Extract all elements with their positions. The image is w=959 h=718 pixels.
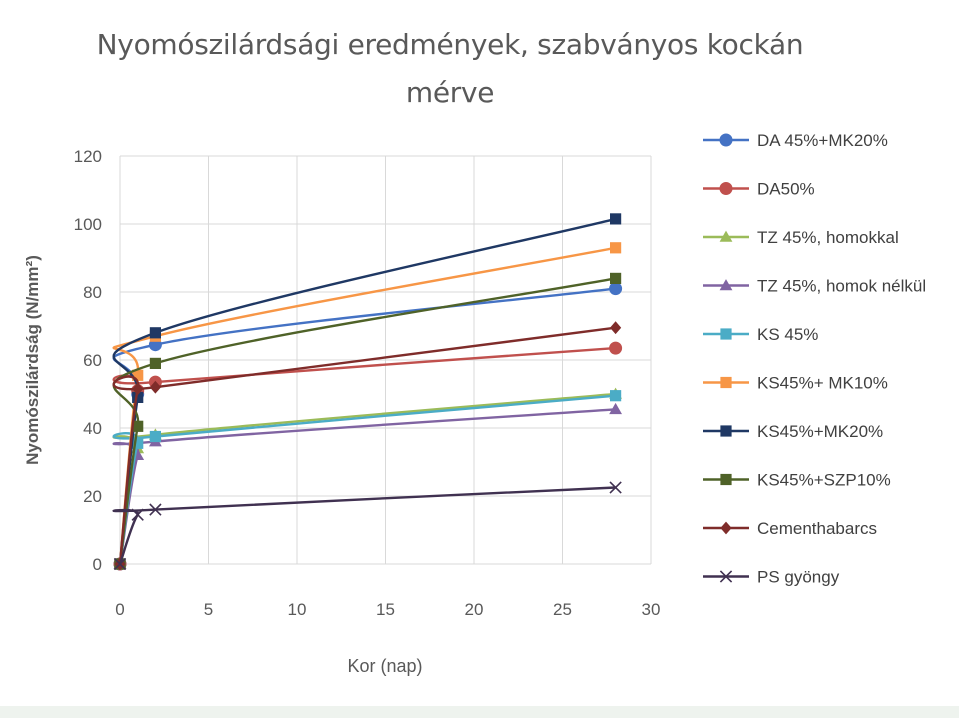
legend-label: KS45%+MK20% xyxy=(757,422,883,441)
legend-label: TZ 45%, homok nélkül xyxy=(757,277,926,296)
x-tick-label: 30 xyxy=(642,600,661,619)
data-point xyxy=(132,420,144,432)
x-marker-stroke xyxy=(149,503,162,516)
series-group xyxy=(112,213,623,571)
x-tick-label: 0 xyxy=(115,600,124,619)
legend-label: KS45%+ MK10% xyxy=(757,374,888,393)
legend-label: KS 45% xyxy=(757,325,818,344)
data-point xyxy=(149,380,161,394)
series-6 xyxy=(112,213,622,570)
legend: DA 45%+MK20% DA50% TZ 45%, homokkal TZ 45%,… xyxy=(703,131,926,587)
legend-entry: KS45%+MK20% xyxy=(703,422,883,441)
data-point xyxy=(132,391,144,403)
data-point xyxy=(609,341,623,355)
legend-entry: DA 45%+MK20% xyxy=(703,131,888,150)
data-point xyxy=(132,437,144,449)
data-point xyxy=(149,503,162,516)
bottom-band xyxy=(0,706,959,718)
legend-marker xyxy=(719,570,733,583)
data-point xyxy=(609,481,622,494)
x-marker-stroke xyxy=(113,557,127,571)
legend-marker xyxy=(720,328,732,340)
legend-entry: KS45%+SZP10% xyxy=(703,471,891,490)
legend-label: TZ 45%, homokkal xyxy=(757,228,899,247)
chart-title-line-1: Nyomószilárdsági eredmények, szabványos … xyxy=(96,28,804,61)
data-point xyxy=(132,369,144,381)
legend-entry: KS 45% xyxy=(703,325,818,344)
legend-marker xyxy=(720,473,732,486)
y-tick-label: 60 xyxy=(83,351,102,370)
legend-marker xyxy=(719,182,733,195)
series-7 xyxy=(112,272,622,570)
legend-marker xyxy=(719,133,733,147)
legend-label: DA50% xyxy=(757,180,815,199)
legend-marker xyxy=(720,425,732,437)
series-line xyxy=(112,277,616,565)
chart-title-line-2: mérve xyxy=(405,76,495,109)
legend-label: KS45%+SZP10% xyxy=(757,471,891,490)
data-point xyxy=(609,282,623,296)
series-line xyxy=(112,486,616,565)
x-tick-label: 20 xyxy=(465,600,484,619)
data-point xyxy=(149,327,161,339)
y-axis-label: Nyomószilárdság (N/mm²) xyxy=(23,255,42,465)
data-point xyxy=(610,321,622,335)
x-axis-label: Kor (nap) xyxy=(347,656,422,676)
data-point xyxy=(610,213,622,225)
gridlines xyxy=(119,155,652,565)
data-point xyxy=(610,390,622,402)
legend-marker xyxy=(720,376,732,389)
series-line xyxy=(112,392,616,565)
series-line xyxy=(112,394,616,565)
legend-entry: KS45%+ MK10% xyxy=(703,374,888,393)
data-point xyxy=(610,272,622,284)
x-marker-stroke xyxy=(609,481,622,494)
series-1 xyxy=(112,341,623,571)
legend-entry: DA50% xyxy=(703,180,815,199)
x-tick-label: 10 xyxy=(288,600,307,619)
x-tick-label: 15 xyxy=(376,600,395,619)
legend-marker xyxy=(720,521,732,535)
y-tick-label: 0 xyxy=(93,555,102,574)
data-point xyxy=(149,430,161,443)
x-tick-label: 5 xyxy=(204,600,213,619)
legend-label: DA 45%+MK20% xyxy=(757,131,888,150)
axes: 0 20 40 60 80 100 120 0 5 10 15 20 25 30 xyxy=(74,147,661,619)
legend-entry: TZ 45%, homok nélkül xyxy=(703,277,926,296)
y-tick-label: 100 xyxy=(74,215,102,234)
series-9 xyxy=(112,481,622,571)
legend-marker xyxy=(719,230,733,242)
x-marker-stroke xyxy=(719,570,733,583)
y-tick-label: 40 xyxy=(83,419,102,438)
data-point xyxy=(610,242,622,254)
legend-label: PS gyöngy xyxy=(757,568,840,587)
y-tick-label: 20 xyxy=(83,487,102,506)
legend-label: Cementhabarcs xyxy=(757,519,877,538)
series-line xyxy=(112,217,616,565)
legend-entry: PS gyöngy xyxy=(703,568,840,587)
series-line xyxy=(112,246,616,565)
x-marker-stroke xyxy=(131,508,144,521)
y-tick-label: 80 xyxy=(83,283,102,302)
x-tick-label: 25 xyxy=(553,600,572,619)
data-point xyxy=(113,557,127,571)
data-point xyxy=(609,402,622,415)
legend-marker xyxy=(719,279,733,291)
series-4 xyxy=(112,390,622,570)
series-line xyxy=(112,326,616,565)
y-tick-label: 120 xyxy=(74,147,102,166)
data-point xyxy=(149,357,161,369)
legend-entry: TZ 45%, homokkal xyxy=(703,228,899,247)
legend-entry: Cementhabarcs xyxy=(703,519,877,538)
data-point xyxy=(132,382,144,396)
series-line xyxy=(112,346,616,565)
series-8 xyxy=(112,321,622,571)
data-point xyxy=(131,508,144,521)
